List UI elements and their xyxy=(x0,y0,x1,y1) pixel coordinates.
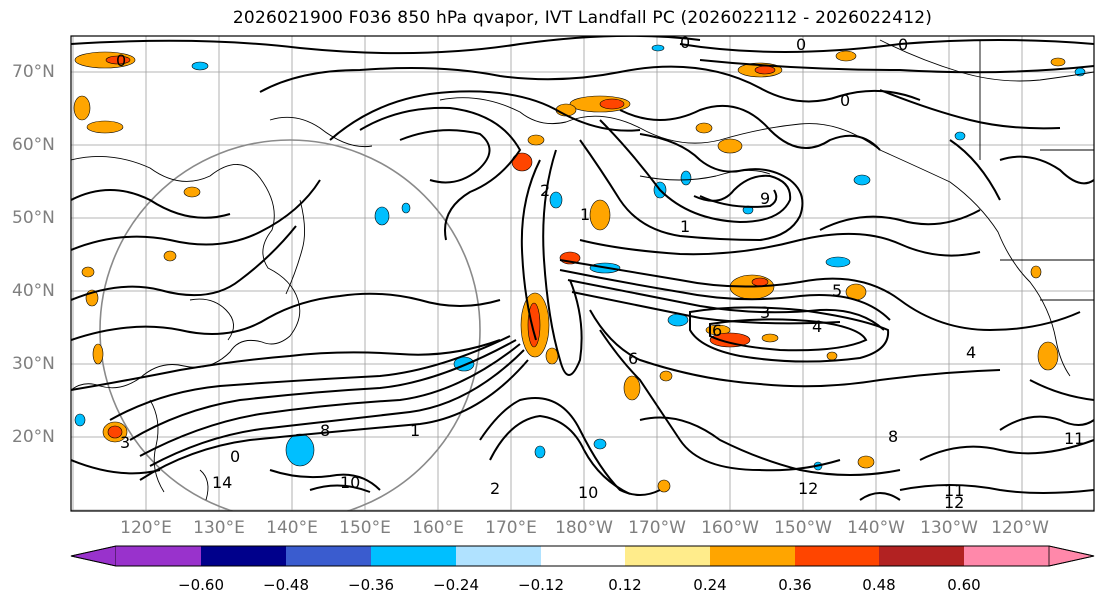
contour-label: 5 xyxy=(832,281,842,300)
contour-label: 1 xyxy=(410,421,420,440)
contour-labels: 0 0 0 0 0 0 1 1 1 2 2 3 3 4 4 5 6 6 8 8 … xyxy=(116,33,1084,512)
lat-label: 20°N xyxy=(12,427,55,447)
colorbar-segment xyxy=(201,546,286,566)
contour-label: 11 xyxy=(944,481,964,500)
contour-label: 12 xyxy=(944,493,964,512)
colorbar-segment xyxy=(116,546,201,566)
colorbar-segment xyxy=(879,546,964,566)
lon-label: 160°E xyxy=(412,518,464,538)
ivt-contours xyxy=(71,36,1094,501)
contour-label: 1 xyxy=(580,205,590,224)
lon-label: 120°W xyxy=(991,518,1049,538)
gridlines xyxy=(71,36,1094,511)
domain-circle xyxy=(99,139,481,511)
colorbar-segment xyxy=(964,546,1049,566)
lon-label: 130°E xyxy=(193,518,245,538)
colorbar-segment xyxy=(541,546,625,566)
contour-label: 3 xyxy=(760,303,770,322)
contour-label: 0 xyxy=(796,35,806,54)
lat-label: 30°N xyxy=(12,354,55,374)
lon-label: 140°W xyxy=(847,518,905,538)
colorbar-extend-left xyxy=(70,545,117,567)
colorbar-segment xyxy=(456,546,541,566)
lon-label: 150°W xyxy=(774,518,832,538)
lat-label: 40°N xyxy=(12,281,55,301)
colorbar-tick-label: −0.60 xyxy=(178,576,224,594)
contour-label: 0 xyxy=(840,91,850,110)
colorbar-segment xyxy=(795,546,879,566)
colorbar-tick-label: 0.48 xyxy=(862,576,896,594)
contour-label: 2 xyxy=(540,181,550,200)
contour-label: 8 xyxy=(888,427,898,446)
contour-label: 0 xyxy=(680,33,690,52)
contour-label: 2 xyxy=(490,479,500,498)
lon-label: 170°E xyxy=(485,518,537,538)
lat-label: 60°N xyxy=(12,135,55,155)
contour-label: 4 xyxy=(966,343,976,362)
lon-label: 130°W xyxy=(920,518,978,538)
contour-label: 6 xyxy=(628,349,638,368)
colorbar-extend-right xyxy=(1048,545,1095,567)
lon-label: 180°W xyxy=(555,518,613,538)
colorbar-outline xyxy=(70,545,1095,567)
colorbar-tick-label: 0.12 xyxy=(608,576,642,594)
lon-label: 160°W xyxy=(701,518,759,538)
colorbar-segment xyxy=(371,546,456,566)
lat-label: 70°N xyxy=(12,62,55,82)
contour-label: 1 xyxy=(680,217,690,236)
lon-label: 120°E xyxy=(120,518,172,538)
colorbar-tick-label: 0.60 xyxy=(947,576,981,594)
contour-label: 10 xyxy=(578,483,598,502)
colorbar-tick-label: 0.24 xyxy=(693,576,727,594)
contour-label: 0 xyxy=(898,35,908,54)
contour-label: 0 xyxy=(230,447,240,466)
contour-label: 14 xyxy=(212,473,232,492)
contour-label: 9 xyxy=(760,189,770,208)
colorbar-tick-label: −0.12 xyxy=(518,576,564,594)
contour-label: 10 xyxy=(340,473,360,492)
contour-label: 0 xyxy=(116,51,126,70)
colorbar-segment xyxy=(286,546,371,566)
contour-label: 6 xyxy=(712,321,722,340)
colorbar-tick-label: −0.24 xyxy=(433,576,479,594)
qvapor-anomaly-patches xyxy=(73,44,1086,493)
map-title: 2026021900 F036 850 hPa qvapor, IVT Land… xyxy=(232,8,933,28)
coastlines xyxy=(71,39,1094,501)
contour-label: 12 xyxy=(798,479,818,498)
lat-label: 50°N xyxy=(12,208,55,228)
map-frame xyxy=(70,35,1095,512)
lon-label: 150°E xyxy=(339,518,391,538)
contour-label: 8 xyxy=(320,421,330,440)
colorbar-segment xyxy=(625,546,710,566)
contour-label: 4 xyxy=(812,317,822,336)
colorbar-tick-label: 0.36 xyxy=(778,576,812,594)
contour-label: 11 xyxy=(1064,429,1084,448)
colorbar-tick-label: −0.48 xyxy=(263,576,309,594)
colorbar-segment xyxy=(710,546,795,566)
lon-label: 170°W xyxy=(628,518,686,538)
colorbar xyxy=(70,545,1095,567)
contour-label: 3 xyxy=(120,433,130,452)
colorbar-tick-label: −0.36 xyxy=(348,576,394,594)
lon-label: 140°E xyxy=(266,518,318,538)
